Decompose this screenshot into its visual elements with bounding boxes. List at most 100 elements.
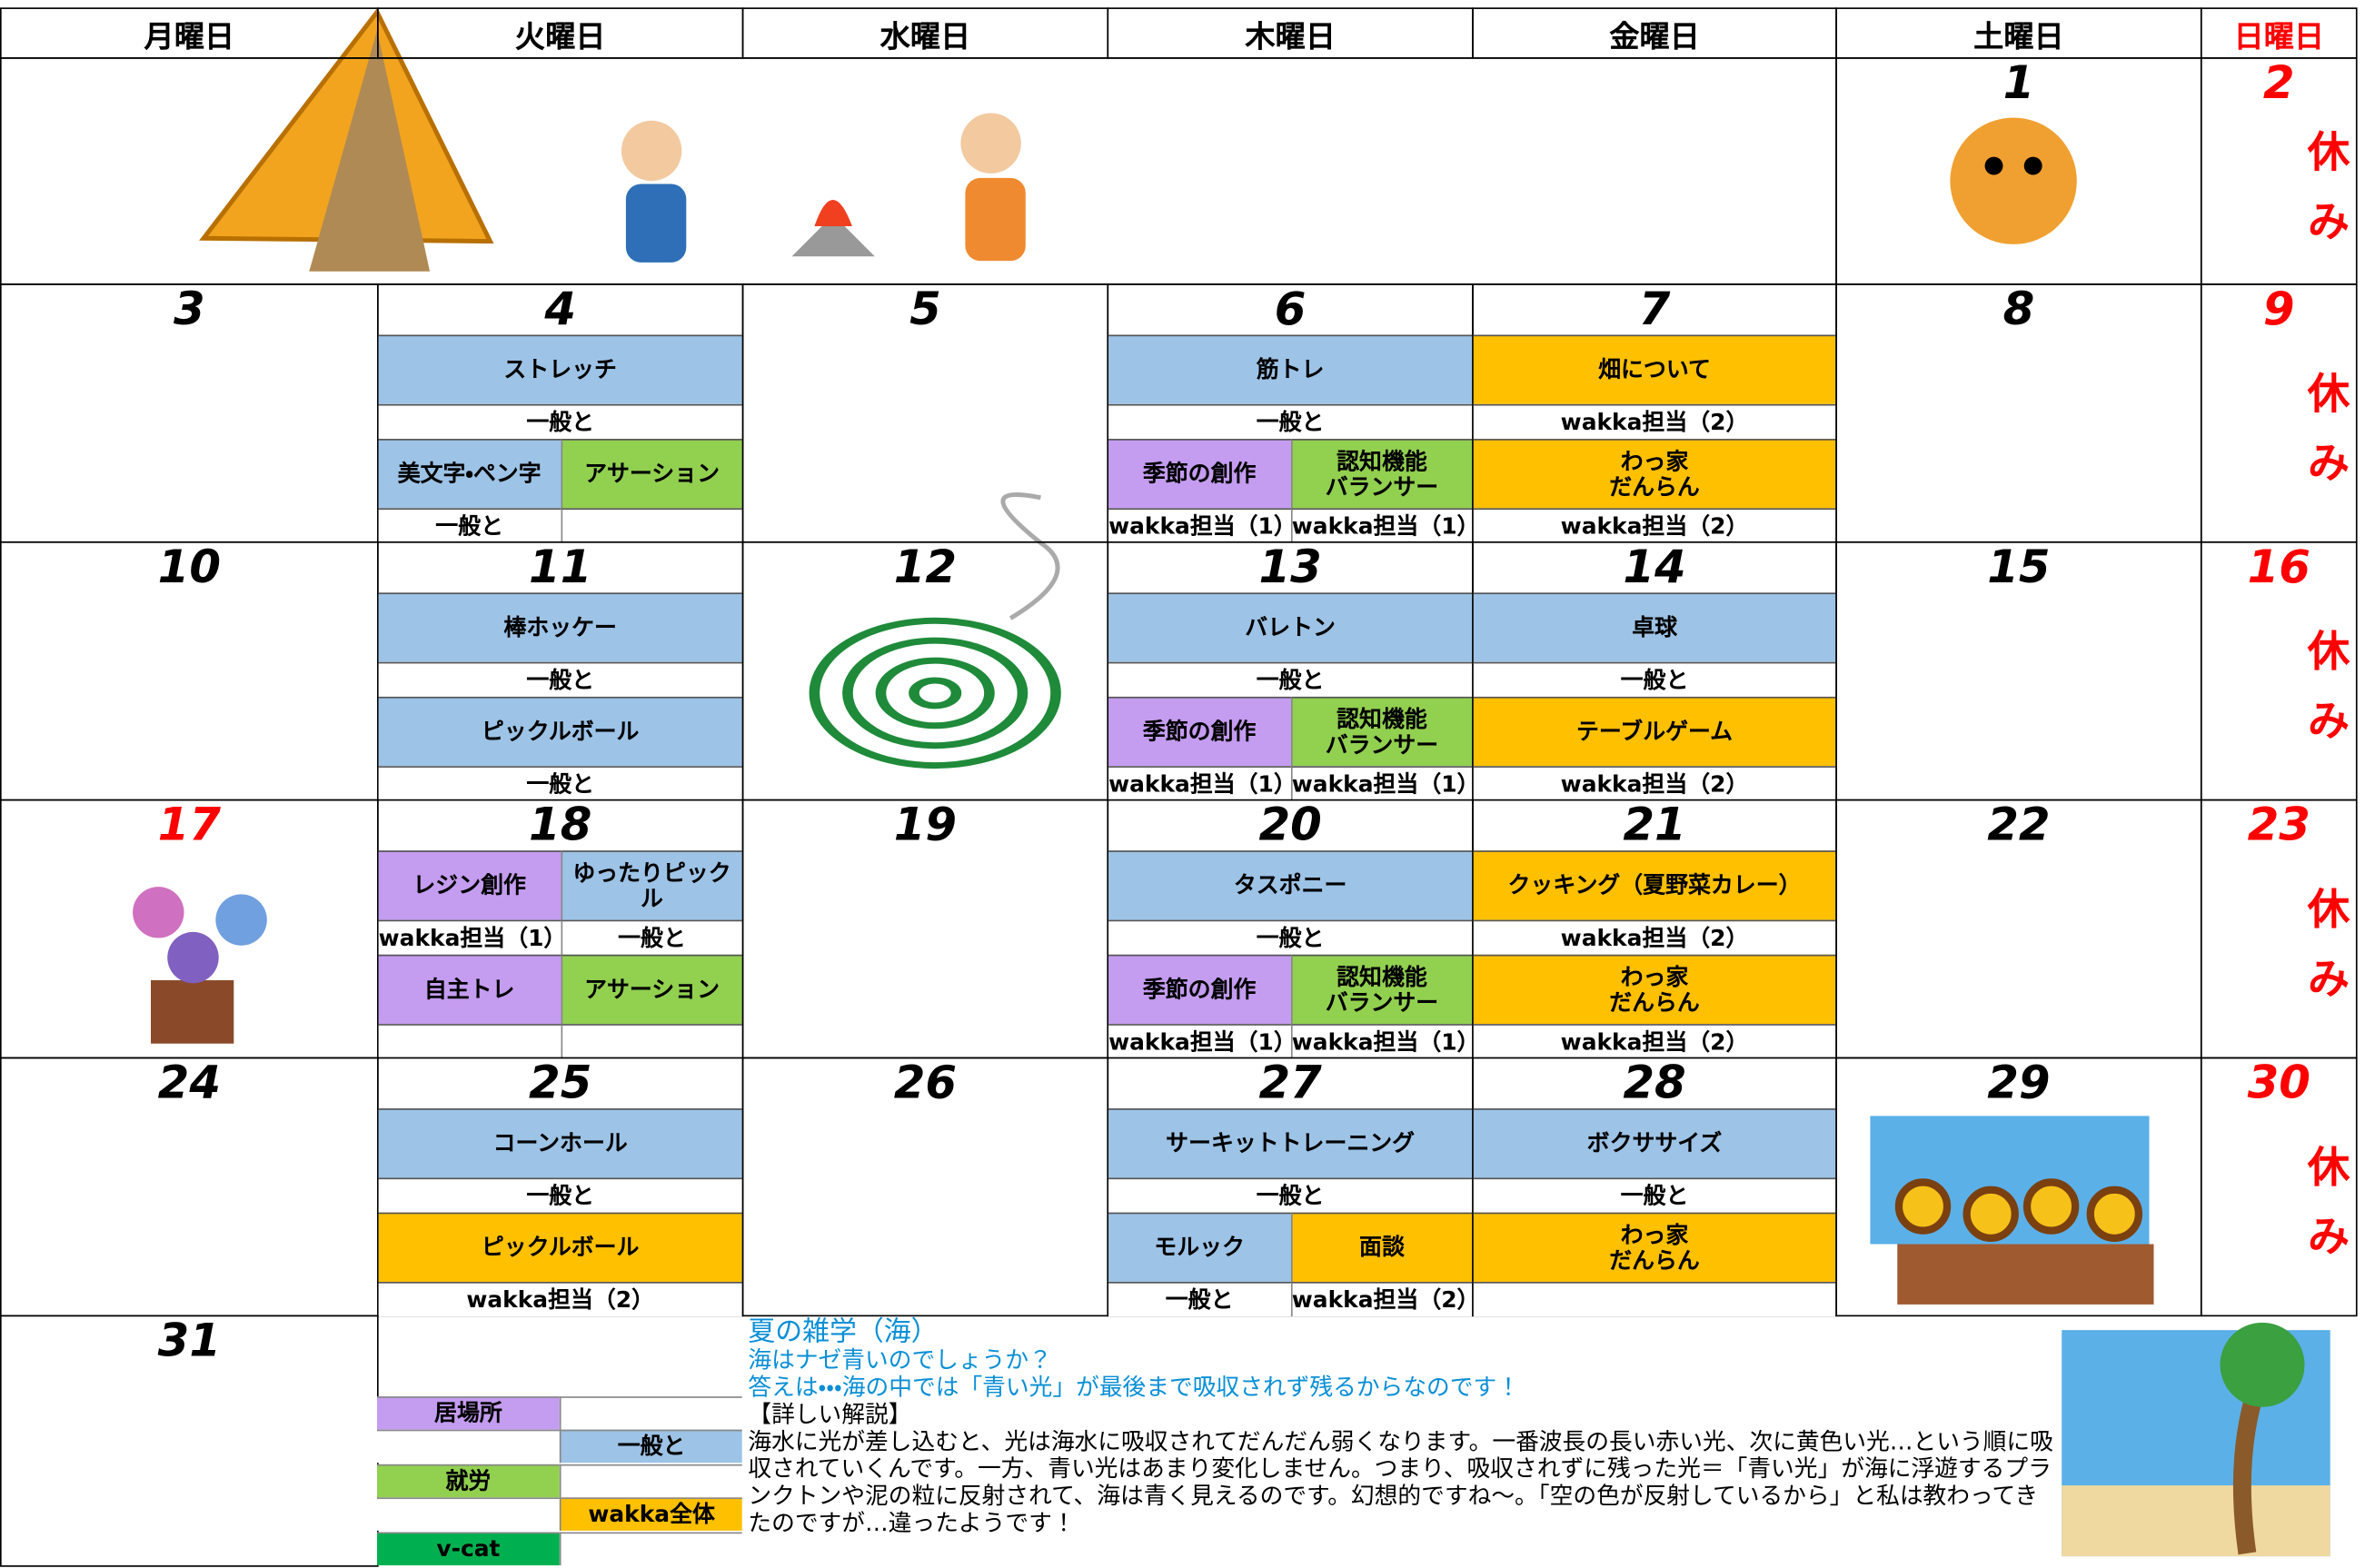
date: 5 [909,283,941,337]
legend-row: 居場所 [377,1396,742,1430]
event-row [1473,1282,1836,1317]
date: 24 [157,1057,221,1110]
event-row: 棒ホッケー [378,592,742,662]
trivia-heading: 【詳しい解説】 [748,1401,912,1429]
event-item: ゆったりピックル [560,850,742,920]
empty-slot [378,1024,561,1059]
day-cell: 13 バレトン 一般と 季節の創作 認知機能 バランサー wakka担当（1） wakka担… [1107,541,1479,801]
event-row: クッキング（夏野菜カレー） [1473,850,1836,920]
date: 3 [174,283,205,337]
event-row: wakka担当（2） [1473,403,1836,440]
holiday-note: 休み [2301,128,2351,268]
event-item: 一般と [1473,661,1836,697]
legend-row: wakka全体 [377,1497,742,1532]
date: 11 [529,541,592,595]
event-item: wakka担当（2） [1473,766,1836,801]
event-item: 卓球 [1473,592,1836,662]
date: 22 [1987,799,2051,852]
event-row: わっ家 だんらん [1473,1212,1836,1282]
event-row: ストレッチ [378,334,742,404]
event-row: 一般と [1108,403,1473,440]
event-item: wakka担当（1） [1108,508,1297,543]
event-row: wakka担当（2） [378,1282,742,1317]
event-row: 季節の創作 認知機能 バランサー [1108,954,1473,1025]
date: 27 [1258,1057,1322,1110]
event-row: wakka担当（1） wakka担当（1） [1108,1024,1479,1059]
event-row: ピックルボール [378,696,742,767]
date: 6 [1274,283,1307,337]
trivia-answer: 答えは・・・海の中では「青い光」が最後まで吸収されず残るからなのです！ [748,1374,1520,1402]
event-row: 一般と [378,508,742,543]
event-row: 自主トレ アサーション [378,954,742,1025]
day-cell: 16 休み [2200,541,2358,801]
date: 13 [1258,541,1322,595]
empty-slot [377,1497,560,1532]
event-item: wakka担当（1） [1108,1024,1297,1059]
event-row: wakka担当（2） [1473,919,1836,955]
legend: 居場所 一般と 就労 wakka全体 v-cat [377,1396,742,1565]
date: 10 [157,541,221,595]
day-cell: 4 ストレッチ 一般と 美文字・ペン字 アサーション 一般と [377,283,744,543]
day-header: 日曜日 [2200,7,2358,59]
event-row: ボクササイズ [1473,1108,1836,1178]
event-item: 季節の創作 [1108,439,1291,509]
event-row: wakka担当（2） [1473,1024,1836,1059]
event-item: wakka担当（1） [1108,766,1297,801]
empty-slot [377,1430,560,1464]
event-item: 一般と [378,661,742,697]
event-item: 美文字・ペン字 [378,439,561,509]
empty-slot [560,1024,742,1059]
event-row: 一般と [1108,661,1473,697]
event-row: 一般と [1108,919,1473,955]
event-row: 一般と [378,403,742,440]
day-cell: 6 筋トレ 一般と 季節の創作 認知機能 バランサー wakka担当（1） wakka担当（… [1107,283,1479,543]
day-header: 火曜日 [377,7,744,59]
day-cell: 2 休み [2200,57,2358,285]
event-item: 認知機能 バランサー [1290,954,1473,1025]
day-cell: 29 [1835,1057,2202,1317]
event-item: wakka担当（1） [1290,508,1479,543]
date: 16 [2247,541,2310,595]
date: 19 [893,799,958,852]
legend-row: v-cat [377,1531,742,1565]
event-item: ボクササイズ [1473,1108,1836,1178]
legend-row: 一般と [377,1430,742,1464]
day-cell: 19 [741,799,1109,1059]
event-item: wakka担当（2） [378,1282,742,1317]
day-cell: 28 ボクササイズ 一般と わっ家 だんらん [1472,1057,1837,1317]
event-row: 一般と [1108,1177,1473,1213]
day-cell: 21 クッキング（夏野菜カレー） wakka担当（2） わっ家 だんらん wakka担当… [1472,799,1837,1059]
date: 2 [2262,57,2295,111]
event-row: バレトン [1108,592,1473,662]
event-item: 季節の創作 [1108,696,1291,767]
event-row: レジン創作 ゆったりピックル [378,850,742,920]
date: 7 [1638,283,1671,337]
empty-slot [560,508,742,543]
event-row: わっ家 だんらん [1473,439,1836,509]
event-item: わっ家 だんらん [1473,439,1836,509]
date: 26 [893,1057,958,1110]
event-item: ピックルボール [378,1212,742,1282]
event-row: wakka担当（2） [1473,508,1836,543]
event-item: 面談 [1290,1212,1473,1282]
event-item: わっ家 だんらん [1473,954,1836,1025]
date: 18 [529,799,592,852]
trivia-title: 夏の雑学（海） [748,1316,939,1349]
day-cell: 11 棒ホッケー 一般と ピックルボール 一般と [377,541,744,801]
event-item: 畑について [1473,334,1836,404]
day-cell: 12 [741,541,1109,801]
event-item: 一般と [1108,1177,1473,1213]
empty-slot [1473,1282,1836,1317]
event-item: wakka担当（2） [1473,403,1836,440]
event-row: 卓球 [1473,592,1836,662]
day-cell: 26 [741,1057,1109,1317]
event-row: 一般と [378,1177,742,1213]
day-cell: 18 レジン創作 ゆったりピックル wakka担当（1） 一般と 自主トレ アサーション [377,799,744,1059]
event-item: wakka担当（1） [1290,1024,1479,1059]
event-item: 一般と [1108,403,1473,440]
date: 8 [2002,283,2035,337]
day-header: 水曜日 [741,7,1109,59]
event-item: レジン創作 [378,850,561,920]
